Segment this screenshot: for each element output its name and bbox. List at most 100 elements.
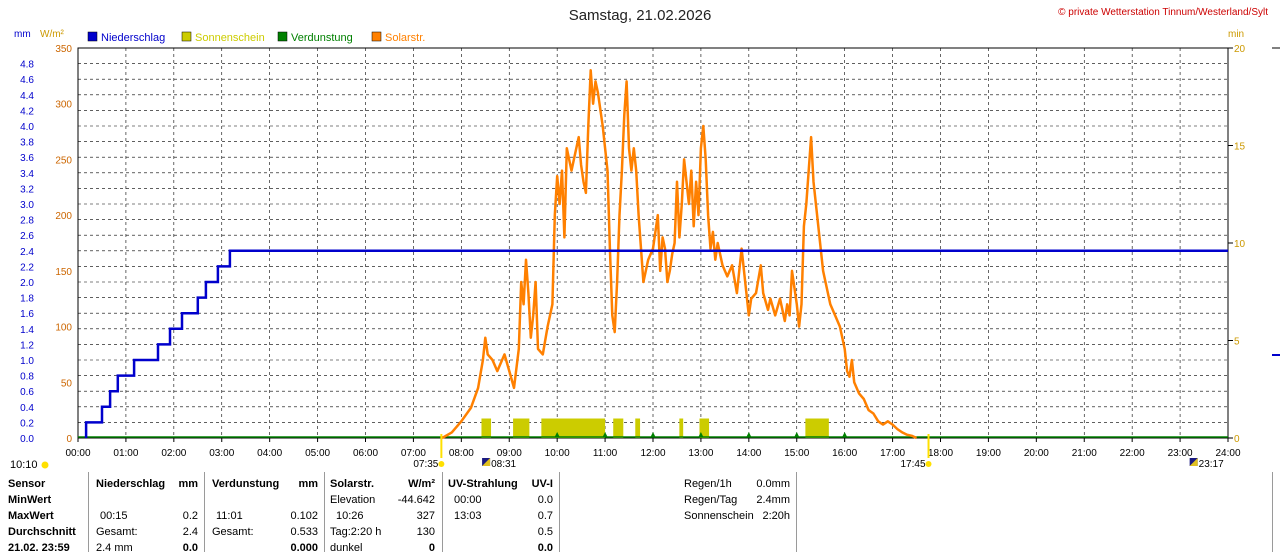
x-tick: 11:00 [593, 448, 618, 459]
y-tick-wm2: 200 [55, 211, 72, 222]
solar-dark-label: dunkel [330, 542, 363, 554]
y-tick-mm: 3.2 [20, 184, 34, 195]
x-tick: 15:00 [784, 448, 809, 459]
summary-rain-day-value: 2.4mm [756, 494, 790, 506]
uv-max-time: 13:03 [454, 510, 482, 522]
y-tick-mm: 4.4 [20, 91, 34, 102]
evaporation-marker [794, 432, 800, 437]
y-tick-mm: 4.0 [20, 122, 34, 133]
x-tick: 10:00 [545, 448, 570, 459]
rain-total-label: Gesamt: [96, 526, 138, 538]
y-tick-mm: 2.4 [20, 247, 34, 258]
x-tick: 09:00 [497, 448, 522, 459]
y-tick-wm2: 350 [55, 44, 72, 55]
rain-unit: mm [178, 478, 198, 490]
y-tick-mm: 1.2 [20, 340, 34, 351]
x-tick: 04:00 [257, 448, 282, 459]
y-tick-min: 20 [1234, 44, 1246, 55]
y-tick-wm2: 250 [55, 155, 72, 166]
legend-swatch [87, 31, 98, 42]
row-label-min: MinWert [8, 494, 52, 506]
column-divider [1272, 472, 1273, 552]
copyright-note: © private Wetterstation Tinnum/Westerlan… [1058, 7, 1268, 18]
statistics-table: Sensor MinWert MaxWert Durchschnitt 21.0… [0, 472, 1280, 554]
y-tick-mm: 2.2 [20, 262, 34, 273]
uv-current-value: 0.0 [537, 542, 553, 554]
x-tick: 21:00 [1072, 448, 1097, 459]
legend-swatch [181, 31, 192, 42]
y-tick-mm: 2.8 [20, 216, 34, 227]
moon-icon-phase [1189, 458, 1198, 466]
column-divider [559, 472, 560, 552]
x-tick: 22:00 [1120, 448, 1145, 459]
sun-event-time: 07:35 [413, 459, 438, 470]
sunshine-bar [481, 418, 492, 438]
solar-day-label: Tag:2:20 h [330, 526, 382, 538]
moon-icon-phase [482, 458, 491, 466]
x-tick: 05:00 [305, 448, 330, 459]
x-tick: 24:00 [1215, 448, 1240, 459]
sun-moon-markers: 07:35 17:45 08:31 23:17 [413, 434, 1224, 470]
y-tick-mm: 0.2 [20, 418, 34, 429]
solar-max-value: 327 [416, 510, 435, 522]
legend-label: Verdunstung [291, 32, 353, 44]
row-label-date: 21.02. 23:59 [8, 542, 70, 554]
sun-icon [925, 461, 932, 467]
x-tick: 20:00 [1024, 448, 1049, 459]
evaporation-series [78, 432, 1228, 438]
x-tick: 06:00 [353, 448, 378, 459]
summary-rain-hour-label: Regen/1h [684, 478, 732, 490]
y-tick-mm: 4.6 [20, 75, 34, 86]
x-tick: 14:00 [736, 448, 761, 459]
chart-title: Samstag, 21.02.2026 [569, 7, 712, 24]
solar-radiation-line [441, 69, 918, 440]
solar-max-time: 10:26 [336, 510, 364, 522]
x-tick: 03:00 [209, 448, 234, 459]
chart-legend: Niederschlag Sonnenschein Verdunstung Solar… [87, 31, 425, 44]
uv-min-value: 0.0 [537, 494, 553, 506]
sun-icon [438, 461, 445, 467]
solar-elevation-value: -44.642 [397, 494, 435, 506]
row-label-sensor: Sensor [8, 478, 46, 490]
column-divider [442, 472, 443, 552]
x-tick: 17:00 [880, 448, 905, 459]
moon-event-time: 23:17 [1199, 459, 1224, 470]
evap-max-value: 0.102 [290, 510, 318, 522]
evaporation-marker [746, 432, 752, 437]
left-mm-unit: mm [14, 29, 31, 40]
x-tick: 16:00 [832, 448, 857, 459]
rain-current-value: 0.0 [182, 542, 198, 554]
y-tick-mm: 2.0 [20, 278, 34, 289]
solar-current-value: 0 [428, 542, 435, 554]
y-tick-mm: 0.8 [20, 372, 34, 383]
y-tick-wm2: 300 [55, 100, 72, 111]
row-label-avg: Durchschnitt [8, 526, 76, 538]
y-tick-mm: 2.6 [20, 231, 34, 242]
solar-elevation-label: Elevation [330, 494, 376, 506]
left-wm2-unit: W/m² [40, 29, 65, 40]
legend-label: Solarstr. [385, 32, 425, 44]
evaporation-marker [842, 432, 848, 437]
moon-event-time: 08:31 [491, 459, 516, 470]
column-divider [204, 472, 205, 552]
legend-label: Sonnenschein [195, 32, 265, 44]
y-tick-mm: 3.6 [20, 153, 34, 164]
x-tick: 12:00 [640, 448, 665, 459]
sunshine-bar [613, 418, 624, 438]
column-divider [88, 472, 89, 552]
precipitation-line [84, 249, 1228, 438]
column-divider [324, 472, 325, 552]
legend-swatch [371, 31, 382, 42]
uv-min-time: 00:00 [454, 494, 482, 506]
sun-event-time: 17:45 [900, 459, 925, 470]
solar-unit: W/m² [408, 478, 435, 490]
summary-sunshine-value: 2:20h [762, 510, 790, 522]
y-tick-mm: 1.4 [20, 325, 34, 336]
uv-header: UV-Strahlung [448, 478, 518, 490]
y-tick-mm: 4.2 [20, 106, 34, 117]
evap-unit: mm [298, 478, 318, 490]
sunshine-bar [541, 418, 606, 438]
evap-total-value: 0.533 [290, 526, 318, 538]
legend-label: Niederschlag [101, 32, 165, 44]
right-min-unit: min [1228, 29, 1244, 40]
